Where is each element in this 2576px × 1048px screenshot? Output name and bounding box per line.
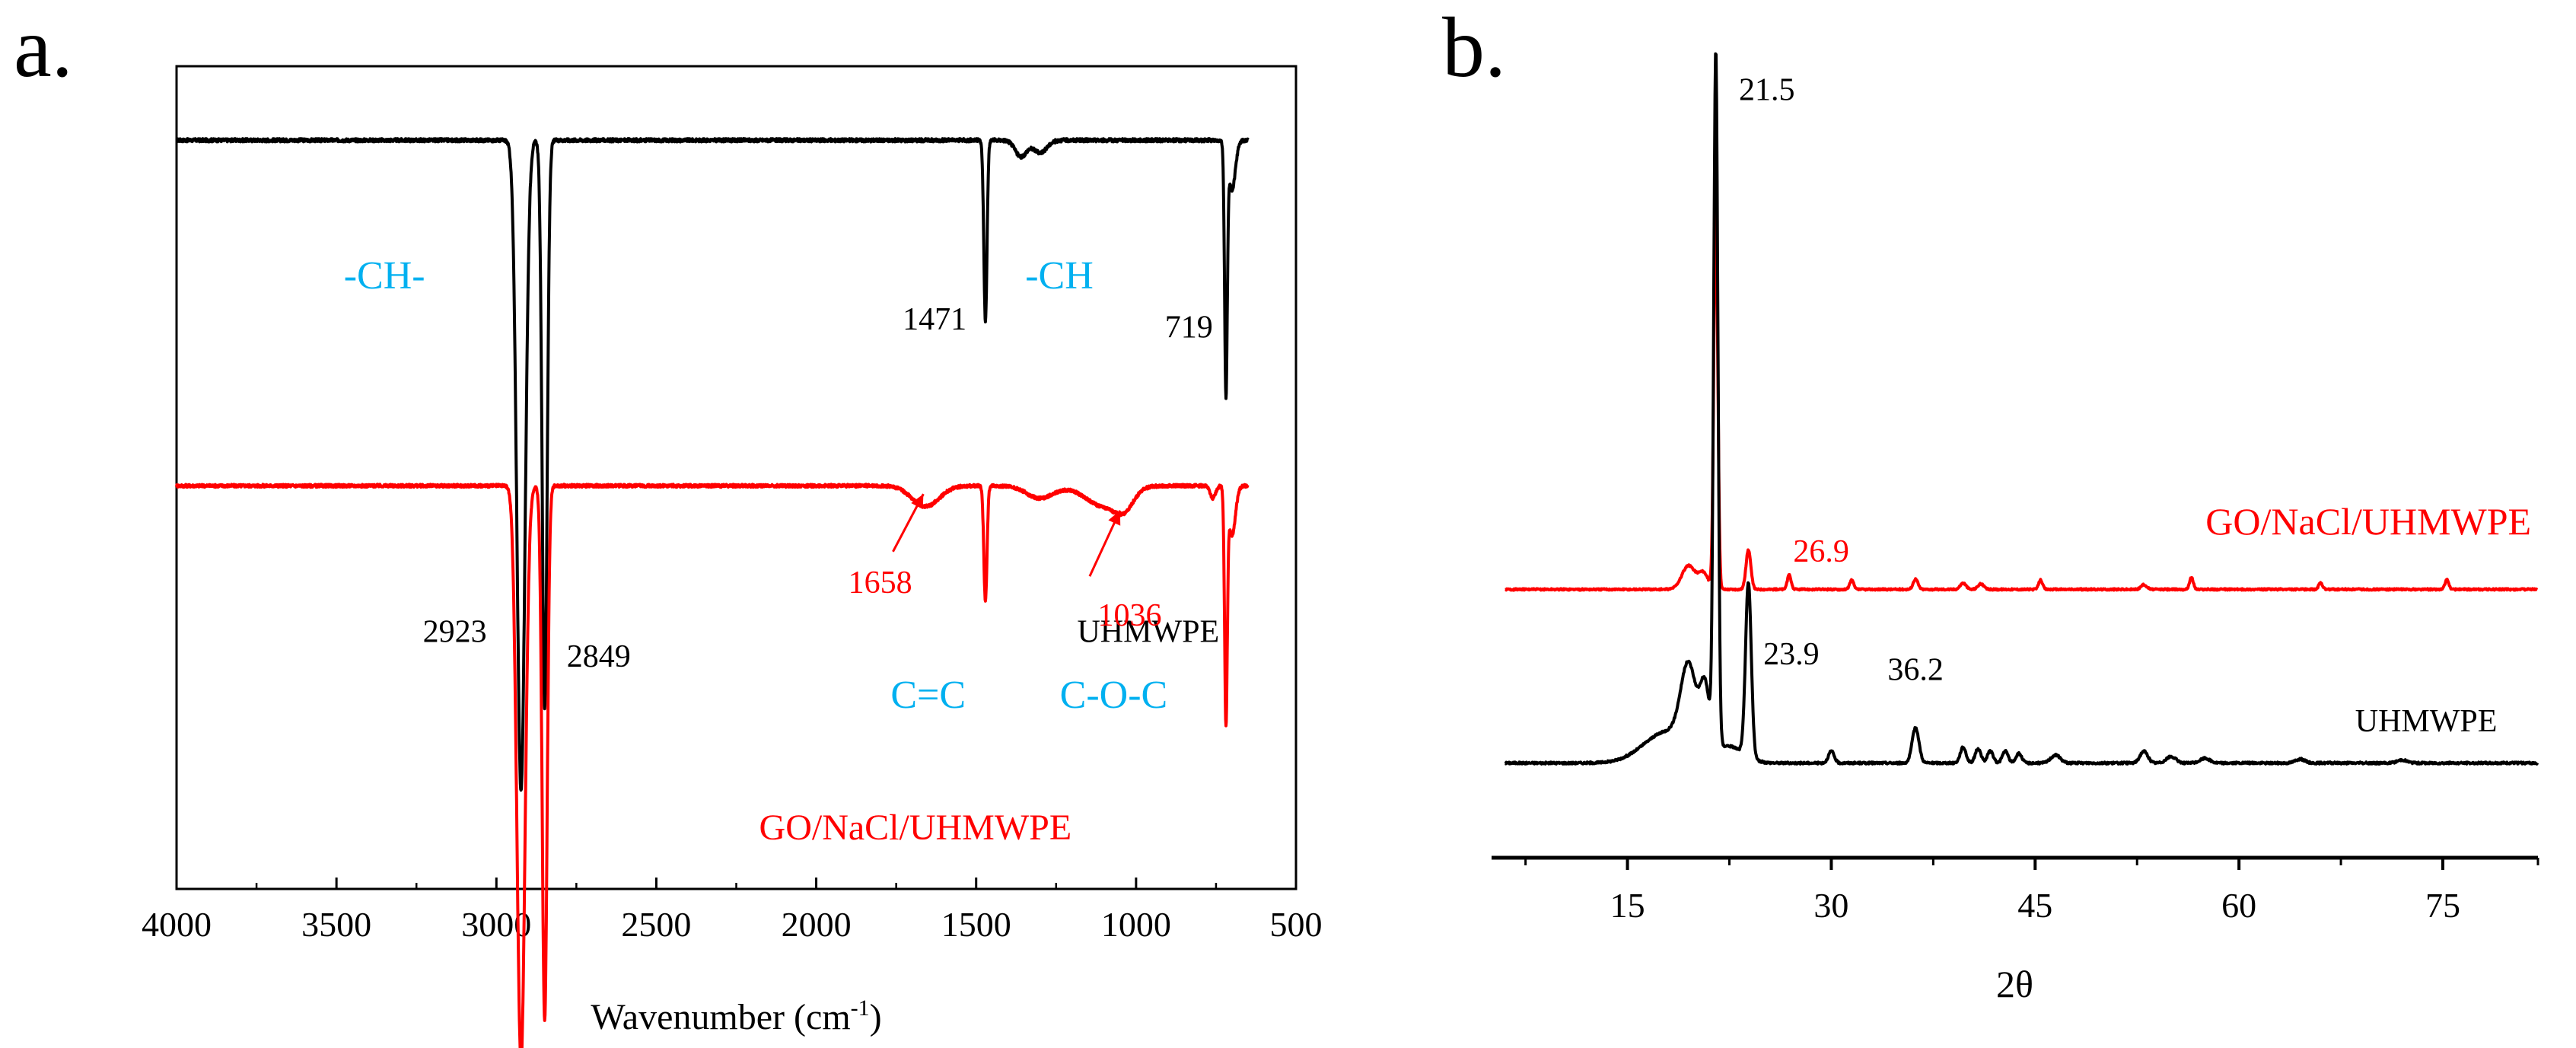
annotation-a: 2923 <box>423 615 487 650</box>
annotation-a: 1658 <box>849 565 912 600</box>
x-tick-label-a: 2500 <box>621 905 691 944</box>
x-tick-label-a: 4000 <box>142 905 212 944</box>
annotation-b: UHMWPE <box>2355 704 2498 739</box>
annotation-b: 26.9 <box>1793 534 1849 569</box>
annotation-a: C-O-C <box>1060 674 1168 717</box>
annotation-a: 719 <box>1165 311 1213 346</box>
panel-label-a: a. <box>14 1 73 95</box>
x-tick-label-b: 30 <box>1813 886 1848 925</box>
x-axis-label-b: 2θ <box>1996 963 2033 1005</box>
x-tick-label-b: 15 <box>1610 886 1645 925</box>
x-tick-label-a: 3500 <box>301 905 371 944</box>
annotation-a: UHMWPE <box>1077 615 1219 650</box>
annotation-a: 1036 <box>1097 598 1161 633</box>
x-tick-label-a: 3000 <box>461 905 531 944</box>
annotation-a: C=C <box>890 674 966 717</box>
annotation-b: GO/NaCl/UHMWPE <box>2205 500 2531 543</box>
annotation-a: -CH- <box>344 254 425 298</box>
panel-b-xrd-chart: b. 15 30 45 60 75 2θ 21.5 26.9 GO/NaCl/UHMWPE 23.9… <box>1442 1 2539 1005</box>
x-tick-label-a: 500 <box>1270 905 1323 944</box>
annotation-b: 21.5 <box>1739 72 1795 107</box>
x-tick-label-b: 75 <box>2425 886 2460 925</box>
series-line-b-0 <box>1504 52 2539 766</box>
x-tick-label-b: 45 <box>2017 886 2052 925</box>
annotation-arrowhead <box>911 494 924 510</box>
x-tick-label-b: 60 <box>2221 886 2256 925</box>
x-axis-label-a: Wavenumber (cm-1) <box>591 995 881 1037</box>
x-tick-label-a: 1000 <box>1101 905 1171 944</box>
annotation-a: 1471 <box>903 302 966 337</box>
x-tick-label-a: 2000 <box>782 905 852 944</box>
series-line-b-1 <box>1504 196 2539 592</box>
plot-frame-a <box>175 65 1298 890</box>
annotation-a: GO/NaCl/UHMWPE <box>759 808 1072 848</box>
x-axis-label-close: ) <box>870 997 882 1037</box>
annotation-b: 36.2 <box>1887 653 1944 688</box>
x-axis-label-superscript: -1 <box>851 995 870 1021</box>
x-tick-label-a: 1500 <box>941 905 1011 944</box>
panel-label-b: b. <box>1442 1 1506 95</box>
annotation-b: 23.9 <box>1763 637 1820 672</box>
x-axis-label-main: Wavenumber (cm <box>591 997 850 1037</box>
series-line-a-0 <box>175 137 1250 792</box>
series-line-a-1 <box>175 483 1250 1048</box>
panel-a-ftir-chart: a. 4000 3500 3000 2500 2000 1500 1000 500 Wavenum… <box>14 1 1323 1048</box>
annotation-a: -CH <box>1025 254 1094 298</box>
annotation-arrowhead <box>1108 510 1121 526</box>
annotation-a: 2849 <box>567 639 631 674</box>
